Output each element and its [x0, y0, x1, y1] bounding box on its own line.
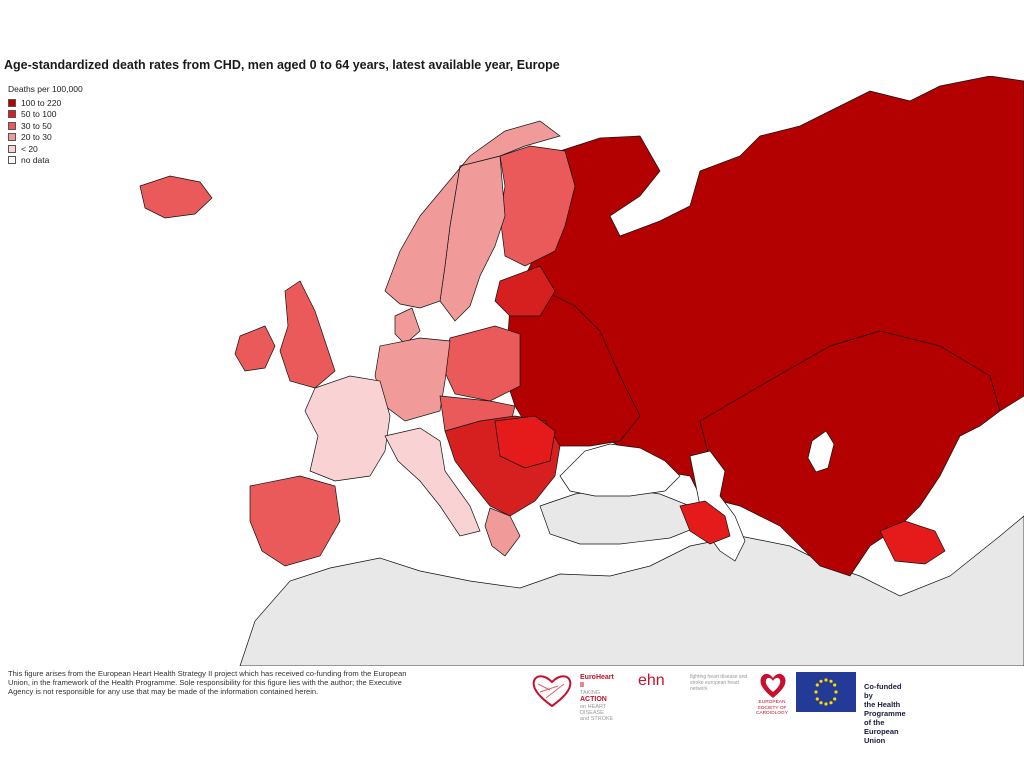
legend-label: 50 to 100 [21, 109, 57, 120]
legend-label: 20 to 30 [21, 132, 52, 143]
legend-label: no data [21, 155, 50, 166]
map-title: Age-standardized death rates from CHD, m… [4, 58, 560, 72]
disclaimer-text: This figure arises from the European Hea… [8, 669, 407, 697]
region-ireland [234, 325, 276, 372]
legend-title: Deaths per 100,000 [8, 84, 83, 94]
region-caucasus [679, 500, 731, 545]
region-central-asia-bright [879, 520, 946, 565]
region-norway [384, 120, 561, 309]
esc-label: EUROPEAN SOCIETY OF CARDIOLOGY [756, 700, 788, 716]
aral-sea [807, 430, 835, 473]
euroheart-sub: and STROKE [580, 716, 614, 722]
legend-swatch [8, 144, 16, 153]
euroheart-logo-text: EuroHeart II TAKING ACTION on HEART DISE… [580, 674, 614, 722]
region-france [304, 375, 391, 482]
euroheart-sub: ACTION [580, 696, 607, 703]
region-north-africa [239, 515, 1024, 666]
legend-item: 30 to 50 [8, 120, 83, 132]
legend-label: < 20 [21, 143, 38, 154]
euroheart-sub: TAKING [580, 690, 601, 696]
region-turkey [539, 487, 701, 545]
legend-swatch [8, 98, 16, 107]
region-poland [441, 325, 521, 402]
cofund-text: Co-funded by the Health Programme of the… [864, 682, 906, 745]
euroheart-sub: on HEART DISEASE [580, 704, 607, 716]
legend-swatch [8, 121, 16, 130]
eu-stars-icon [814, 678, 838, 706]
esc-heart-icon [760, 673, 786, 698]
legend-swatch [8, 110, 16, 119]
euroheart-title: EuroHeart II [580, 674, 614, 689]
cofund-line: Co-funded by [864, 682, 902, 700]
region-italy [384, 427, 481, 537]
legend-item: < 20 [8, 143, 83, 155]
legend-item: 100 to 220 [8, 97, 83, 109]
legend-item: 20 to 30 [8, 132, 83, 144]
region-iceland [139, 175, 213, 219]
region-denmark [394, 307, 421, 345]
cofund-line: of the European Union [864, 718, 899, 745]
cofund-line: the Health Programme [864, 700, 906, 718]
legend-swatch [8, 133, 16, 142]
legend-label: 100 to 220 [21, 97, 62, 108]
region-greece [484, 507, 521, 557]
map-svg [139, 76, 1024, 666]
region-romania [494, 415, 556, 469]
legend-item: 50 to 100 [8, 109, 83, 121]
region-uk [279, 280, 336, 389]
legend: Deaths per 100,000 100 to 220 50 to 100 … [8, 84, 83, 166]
legend-swatch [8, 156, 16, 165]
legend-label: 30 to 50 [21, 120, 52, 131]
black-sea [559, 443, 681, 497]
region-baltics [494, 265, 556, 317]
ehn-tagline: fighting heart disease and stroke europe… [690, 674, 748, 692]
legend-item: no data [8, 155, 83, 167]
eu-flag-icon [796, 672, 856, 712]
ehn-logo: ehn [638, 672, 665, 689]
region-iberia [249, 475, 341, 567]
euroheart-heart-icon [532, 675, 572, 708]
choropleth-map [0, 76, 1024, 666]
